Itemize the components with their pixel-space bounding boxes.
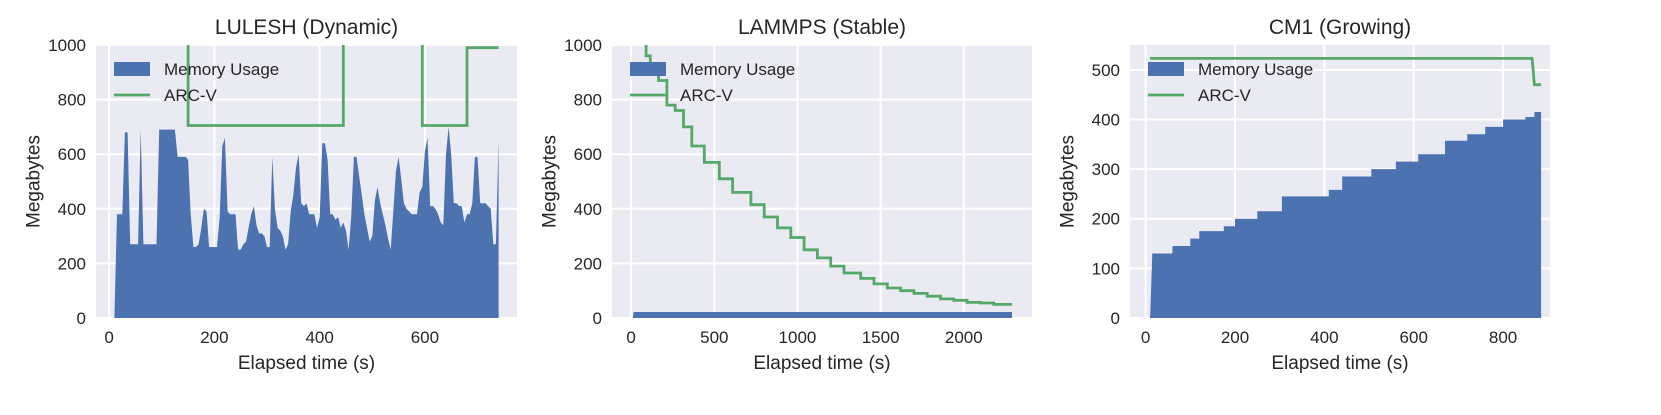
panel-3: 0 200 400 600 800 0 100 200 300 400 500 CM1 (Growin… [1058, 16, 1550, 374]
y-tick-label: 800 [574, 91, 602, 110]
plot-area [632, 45, 1012, 318]
memory-usage-area [114, 126, 499, 318]
tick-labels: 0 500 1000 1500 2000 0 200 400 600 800 1000 [564, 36, 983, 347]
x-axis-label: Elapsed time (s) [238, 353, 375, 374]
legend: Memory Usage ARC-V [630, 60, 795, 105]
legend: Memory Usage ARC-V [1148, 60, 1313, 105]
y-tick-label: 300 [1092, 160, 1120, 179]
legend-swatch-memory-usage [114, 62, 150, 76]
x-tick-label: 1500 [862, 328, 900, 347]
y-tick-label: 1000 [564, 36, 602, 55]
legend-swatch-memory-usage [630, 62, 666, 76]
memory-usage-area [632, 312, 1012, 318]
x-tick-label: 200 [1221, 328, 1249, 347]
legend-label: Memory Usage [680, 60, 795, 79]
legend: Memory Usage ARC-V [114, 60, 279, 105]
y-tick-label: 0 [77, 309, 86, 328]
y-tick-label: 600 [574, 145, 602, 164]
legend-label: ARC-V [164, 86, 218, 105]
x-tick-label: 0 [104, 328, 113, 347]
y-tick-label: 400 [1092, 110, 1120, 129]
plot-area [1150, 57, 1542, 318]
arc-v-line [1150, 57, 1542, 87]
y-tick-label: 400 [574, 200, 602, 219]
legend-label: ARC-V [1198, 86, 1252, 105]
tick-labels: 0 200 400 600 0 200 400 600 800 1000 [48, 36, 439, 347]
y-tick-label: 100 [1092, 259, 1120, 278]
x-tick-label: 0 [1141, 328, 1150, 347]
legend-label: ARC-V [680, 86, 734, 105]
x-tick-label: 400 [1310, 328, 1338, 347]
x-tick-label: 500 [700, 328, 728, 347]
y-tick-label: 200 [1092, 210, 1120, 229]
y-tick-label: 200 [58, 254, 86, 273]
y-tick-label: 500 [1092, 61, 1120, 80]
x-tick-label: 2000 [945, 328, 983, 347]
x-axis-label: Elapsed time (s) [1271, 353, 1408, 374]
y-tick-label: 400 [58, 200, 86, 219]
x-axis-label: Elapsed time (s) [753, 353, 890, 374]
x-tick-label: 1000 [779, 328, 817, 347]
y-axis-label: Megabytes [540, 135, 561, 228]
x-tick-label: 600 [1400, 328, 1428, 347]
legend-label: Memory Usage [164, 60, 279, 79]
gridlines [612, 44, 1032, 319]
plot-background [612, 45, 1032, 318]
chart-title: CM1 (Growing) [1269, 16, 1411, 39]
x-tick-label: 600 [411, 328, 439, 347]
tick-labels: 0 200 400 600 800 0 100 200 300 400 500 [1092, 61, 1518, 347]
x-tick-label: 0 [626, 328, 635, 347]
panel-2: 0 500 1000 1500 2000 0 200 400 600 800 1000 LAMMPS … [540, 16, 1032, 374]
y-tick-label: 200 [574, 254, 602, 273]
legend-swatch-memory-usage [1148, 62, 1184, 76]
x-tick-label: 400 [305, 328, 333, 347]
panel-1: 0 200 400 600 0 200 400 600 800 1000 LULESH (Dynam… [24, 16, 517, 374]
plot-area [114, 45, 499, 318]
y-tick-label: 0 [593, 309, 602, 328]
arc-v-line [186, 45, 499, 127]
y-tick-label: 600 [58, 145, 86, 164]
y-axis-label: Megabytes [24, 135, 45, 228]
arc-v-line [644, 45, 1012, 306]
x-tick-label: 200 [200, 328, 228, 347]
y-axis-label: Megabytes [1058, 135, 1079, 228]
y-tick-label: 1000 [48, 36, 86, 55]
x-tick-label: 800 [1489, 328, 1517, 347]
memory-usage-area [1150, 112, 1542, 318]
legend-label: Memory Usage [1198, 60, 1313, 79]
chart-title: LAMMPS (Stable) [738, 16, 906, 39]
y-tick-label: 0 [1111, 309, 1120, 328]
chart-title: LULESH (Dynamic) [215, 16, 398, 39]
y-tick-label: 800 [58, 91, 86, 110]
